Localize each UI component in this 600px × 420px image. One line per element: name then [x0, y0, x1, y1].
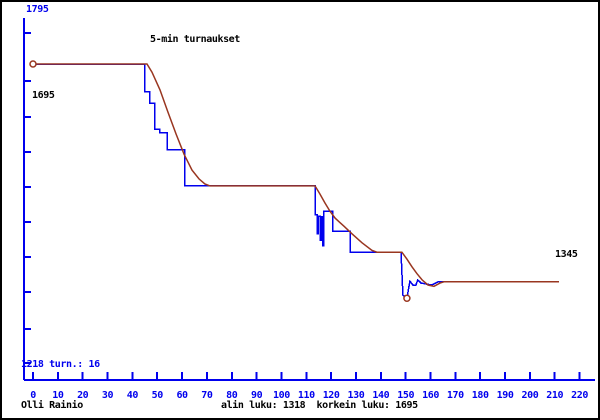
x-tick-label: 60: [176, 390, 188, 401]
x-tick-label: 10: [52, 390, 64, 401]
start-value-label: 1695: [32, 90, 55, 101]
x-tick-label: 160: [422, 390, 439, 401]
x-tick-label: 200: [521, 390, 538, 401]
x-tick-label: 80: [226, 390, 238, 401]
x-tick-label: 180: [472, 390, 489, 401]
x-tick-label: 100: [273, 390, 290, 401]
x-tick-label: 50: [152, 390, 164, 401]
x-tick-label: 210: [546, 390, 563, 401]
start-marker: [29, 60, 37, 68]
x-tick-label: 120: [323, 390, 340, 401]
rating-smoothed-line: [33, 63, 559, 288]
x-tick-label: 130: [348, 390, 365, 401]
x-tick-label: 190: [497, 390, 514, 401]
x-tick-label: 0: [30, 390, 36, 401]
stats-summary: alin luku: 1318 korkein luku: 1695: [221, 400, 418, 411]
y-axis-max-label: 1795: [26, 4, 49, 15]
x-tick-label: 220: [571, 390, 588, 401]
x-tick-label: 40: [127, 390, 139, 401]
chart-title: 5-min turnaukset: [150, 34, 240, 45]
x-tick-label: 140: [372, 390, 389, 401]
x-tick-label: 110: [298, 390, 315, 401]
min-marker: [403, 294, 411, 302]
x-tick-label: 20: [77, 390, 89, 401]
x-tick-label: 70: [201, 390, 213, 401]
rating-steps-line: [33, 63, 559, 300]
end-value-label: 1345: [555, 249, 578, 260]
x-tick-label: 170: [447, 390, 464, 401]
x-tick-label: 150: [397, 390, 414, 401]
x-tick-label: 90: [251, 390, 263, 401]
min-and-turns-label: 1218 turn.: 16: [21, 359, 100, 370]
x-tick-label: 30: [102, 390, 114, 401]
player-name: Olli Rainio: [21, 400, 83, 411]
